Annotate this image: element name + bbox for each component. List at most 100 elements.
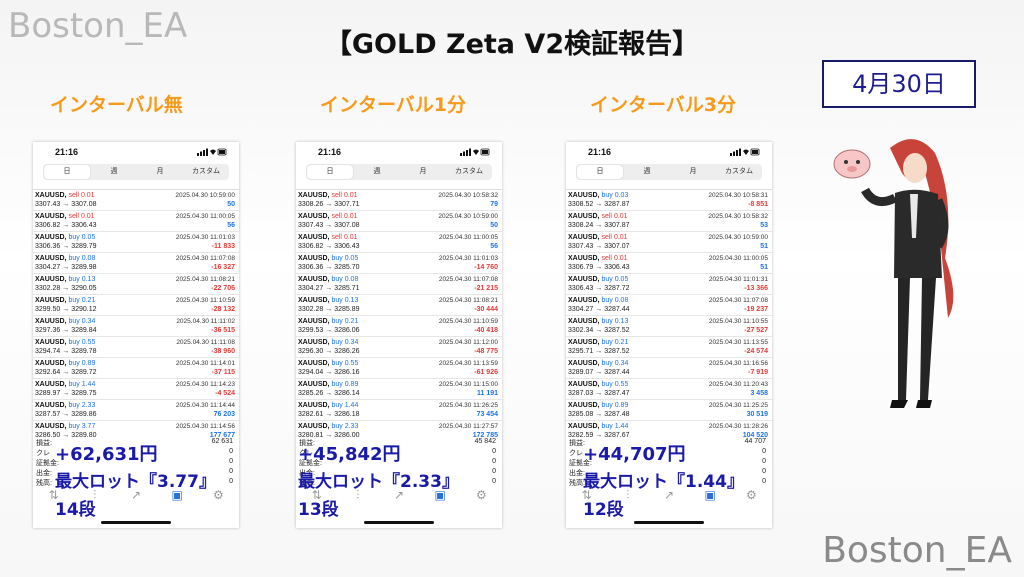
timestamp: 2025.04.30 10:58:32 [708,213,768,220]
lot: 1.44 [81,381,96,388]
chart-icon[interactable]: ⫶ [93,488,97,502]
list-item[interactable]: XAUUSD, buy 1.44 3289.97 → 3289.75 2025.… [33,379,239,400]
side: buy [601,339,613,346]
list-item[interactable]: XAUUSD, buy 0.89 3285.26 → 3286.14 2025.… [296,379,502,400]
list-item[interactable]: XAUUSD, buy 3.77 3286.50 → 3289.80 2025.… [33,421,239,440]
tab-period[interactable]: 月 [419,168,427,175]
list-item[interactable]: XAUUSD, sell 0.01 3306.82 → 3306.43 2025… [33,211,239,232]
list-item[interactable]: XAUUSD, buy 0.34 3297.36 → 3289.84 2025.… [33,316,239,337]
tab-period[interactable]: 月 [156,168,164,175]
tab-period[interactable]: 日 [44,165,90,179]
price-range: 3307.43 → 3307.08 [35,201,97,208]
trade-icon[interactable]: ↗ [130,488,142,502]
list-item[interactable]: XAUUSD, buy 0.08 3304.27 → 3285.71 2025.… [296,274,502,295]
list-item[interactable]: XAUUSD, buy 0.89 3285.08 → 3287.48 2025.… [566,400,772,421]
list-item[interactable]: XAUUSD, sell 0.01 3306.82 → 3306.43 2025… [296,232,502,253]
list-item[interactable]: XAUUSD, buy 0.05 3306.36 → 3289.79 2025.… [33,232,239,253]
list-item[interactable]: XAUUSD, buy 0.34 3289.07 → 3287.44 2025.… [566,358,772,379]
legs [898,278,936,400]
price-range: 3306.79 → 3306.43 [568,264,630,271]
lot: 0.01 [613,213,628,220]
profit: 73 454 [476,411,498,418]
list-item[interactable]: XAUUSD, buy 0.89 3292.64 → 3289.72 2025.… [33,358,239,379]
tab-period[interactable]: 日 [577,165,623,179]
timestamp: 2025.04.30 11:20:43 [708,381,768,388]
tab-period[interactable]: カスタム [455,168,483,175]
profit: 3 458 [750,390,768,397]
list-item[interactable]: XAUUSD, buy 0.55 3294.04 → 3286.16 2025.… [296,358,502,379]
symbol: XAUUSD, [298,234,330,241]
timestamp: 2025.04.30 11:07:08 [438,276,498,283]
quotes-icon[interactable]: ⇅ [48,488,59,502]
timestamp: 2025.04.30 11:01:03 [438,255,498,262]
list-item[interactable]: XAUUSD, buy 0.05 3306.36 → 3285.70 2025.… [296,253,502,274]
settings-icon[interactable]: ⚙ [746,488,757,502]
symbol: XAUUSD, [35,423,67,430]
list-item[interactable]: XAUUSD, sell 0.01 3307.43 → 3307.08 2025… [296,211,502,232]
list-item[interactable]: XAUUSD, buy 0.05 3306.43 → 3287.72 2025.… [566,274,772,295]
summary-label: 証拠金: [36,460,59,467]
side: buy [68,318,80,325]
chart-icon[interactable]: ⫶ [356,488,360,502]
list-item[interactable]: XAUUSD, sell 0.01 3306.79 → 3306.43 2025… [566,253,772,274]
settings-icon[interactable]: ⚙ [213,488,224,502]
list-item[interactable]: XAUUSD, buy 0.55 3294.74 → 3289.78 2025.… [33,337,239,358]
settings-icon[interactable]: ⚙ [476,488,487,502]
tab-period[interactable]: カスタム [192,168,220,175]
profit: -4 524 [215,390,235,397]
face [903,153,927,183]
profit: 56 [490,243,498,250]
summary-value: 62 631 [211,438,233,445]
date-badge: 4月30日 [822,60,976,108]
side: buy [68,276,80,283]
list-item[interactable]: XAUUSD, buy 2.33 3287.57 → 3289.86 2025.… [33,400,239,421]
quotes-icon[interactable]: ⇅ [311,488,322,502]
symbol: XAUUSD, [298,318,330,325]
symbol: XAUUSD, [298,192,330,199]
list-item[interactable]: XAUUSD, sell 0.01 3308.24 → 3307.87 2025… [566,211,772,232]
tab-period[interactable]: 週 [110,168,118,175]
list-item[interactable]: XAUUSD, buy 0.13 3302.28 → 3290.05 2025.… [33,274,239,295]
profit-overlay: +45,842円 [298,444,401,465]
side: buy [331,423,343,430]
history-icon[interactable]: ▣ [704,488,716,502]
summary-label: 損益: [36,440,52,447]
list-item[interactable]: XAUUSD, buy 0.08 3304.27 → 3289.98 2025.… [33,253,239,274]
list-item[interactable]: XAUUSD, buy 0.21 3295.71 → 3287.52 2025.… [566,337,772,358]
list-item[interactable]: XAUUSD, buy 0.13 3302.34 → 3287.52 2025.… [566,316,772,337]
trade-icon[interactable]: ↗ [393,488,405,502]
summary-value: 0 [492,478,496,485]
phone-screenshot: 21:16 日 週 月 カスタム XAUUSD, sell 0.01 3307.43 … [33,142,239,528]
tab-period[interactable]: 週 [643,168,651,175]
list-item[interactable]: XAUUSD, buy 0.13 3302.28 → 3285.89 2025.… [296,295,502,316]
tab-period[interactable]: カスタム [725,168,753,175]
list-item[interactable]: XAUUSD, buy 0.34 3296.30 → 3286.26 2025.… [296,337,502,358]
list-item[interactable]: XAUUSD, buy 0.21 3299.50 → 3290.12 2025.… [33,295,239,316]
status-time: 21:16 [588,147,612,157]
history-icon[interactable]: ▣ [171,488,183,502]
list-item[interactable]: XAUUSD, buy 0.03 3308.52 → 3287.87 2025.… [566,190,772,211]
list-item[interactable]: XAUUSD, buy 0.55 3287.03 → 3287.47 2025.… [566,379,772,400]
period-tabs: 日 週 月 カスタム [43,164,229,180]
list-item[interactable]: XAUUSD, buy 0.08 3304.27 → 3287.44 2025.… [566,295,772,316]
side: buy [68,255,80,262]
quotes-icon[interactable]: ⇅ [581,488,592,502]
list-item[interactable]: XAUUSD, buy 1.44 3282.61 → 3286.18 2025.… [296,400,502,421]
list-item[interactable]: XAUUSD, sell 0.01 3307.43 → 3307.08 2025… [33,190,239,211]
chart-icon[interactable]: ⫶ [626,488,630,502]
trade-icon[interactable]: ↗ [663,488,675,502]
tab-period[interactable]: 月 [689,168,697,175]
list-item[interactable]: XAUUSD, buy 1.44 3282.59 → 3287.67 2025.… [566,421,772,440]
list-item[interactable]: XAUUSD, buy 2.33 3280.81 → 3286.00 2025.… [296,421,502,440]
symbol: XAUUSD, [568,213,600,220]
tab-period[interactable]: 週 [373,168,381,175]
list-item[interactable]: XAUUSD, buy 0.21 3299.53 → 3286.06 2025.… [296,316,502,337]
history-icon[interactable]: ▣ [434,488,446,502]
price-range: 3294.74 → 3289.78 [35,348,97,355]
price-range: 3299.50 → 3290.12 [35,306,97,313]
tab-period[interactable]: 日 [307,165,353,179]
profit: 53 [760,222,768,229]
list-item[interactable]: XAUUSD, sell 0.01 3308.26 → 3307.71 2025… [296,190,502,211]
side: buy [68,423,80,430]
list-item[interactable]: XAUUSD, sell 0.01 3307.43 → 3307.07 2025… [566,232,772,253]
